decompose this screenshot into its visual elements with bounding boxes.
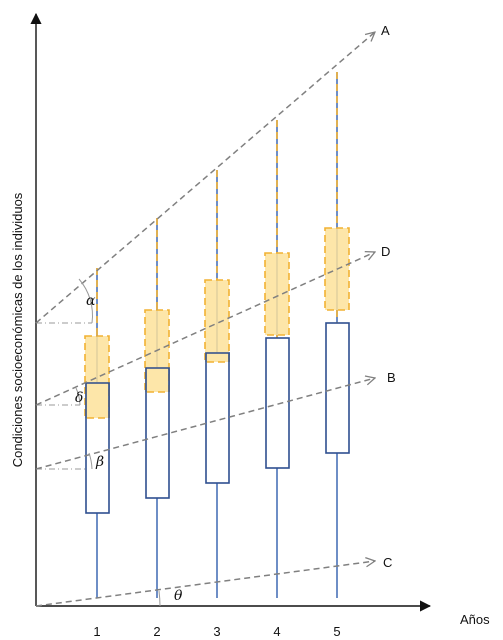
x-axis-title: Años	[460, 612, 490, 627]
box-outline-overlay-year-2	[145, 367, 170, 392]
line-label-c: C	[383, 555, 392, 570]
line-label-a: A	[381, 23, 390, 38]
delta-arc	[75, 387, 81, 406]
orange-box-year-1	[84, 335, 110, 419]
alpha-arc	[78, 278, 93, 324]
box-outline-overlay-year-3	[205, 352, 230, 362]
y-axis-title: Condiciones socioeconómicas de los indiv…	[10, 192, 25, 467]
beta-arc	[88, 452, 93, 470]
box-outline-overlay-year-1	[85, 382, 110, 418]
x-tick-label: 1	[93, 624, 100, 639]
beta-symbol: β	[95, 454, 104, 470]
box-year-4	[265, 337, 290, 469]
line-label-b: B	[387, 370, 396, 385]
alpha-symbol: α	[86, 293, 96, 309]
theta-arc	[158, 590, 161, 607]
x-tick-label: 5	[333, 624, 340, 639]
orange-box-year-4	[264, 252, 290, 336]
orange-box-year-3	[204, 279, 230, 363]
x-tick-label: 4	[273, 624, 280, 639]
delta-symbol: δ	[75, 390, 83, 406]
trend-line-b	[35, 378, 375, 470]
trend-line-c	[35, 561, 375, 607]
theta-symbol: θ	[174, 588, 183, 604]
x-tick-label: 3	[213, 624, 220, 639]
trend-line-a	[35, 32, 375, 324]
line-label-d: D	[381, 244, 390, 259]
trend-line-d	[35, 252, 375, 406]
x-tick-labels: 1 2 3 4 5	[93, 624, 340, 639]
box-year-3	[205, 352, 230, 484]
x-tick-label: 2	[153, 624, 160, 639]
